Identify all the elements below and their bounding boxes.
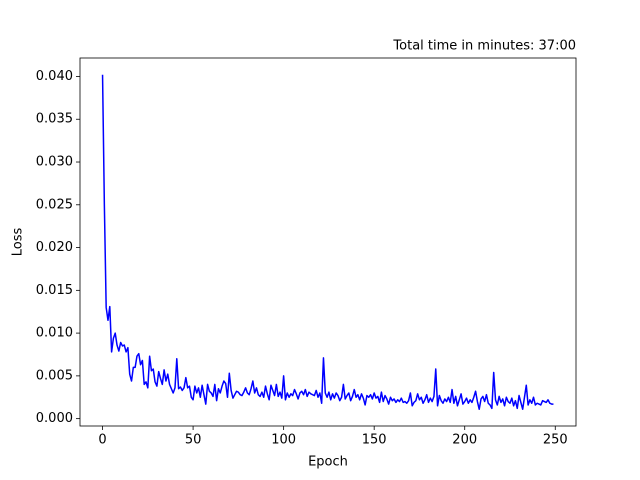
chart-title: Total time in minutes: 37:00 — [392, 39, 576, 54]
loss-line — [101, 74, 554, 410]
y-tick-label: 0.005 — [36, 368, 73, 383]
x-tick-label: 50 — [185, 433, 202, 448]
y-tick-label: 0.020 — [36, 240, 73, 255]
plot-frame — [79, 57, 577, 427]
y-tick-label: 0.010 — [36, 326, 73, 341]
y-tick-label: 0.000 — [36, 411, 73, 426]
x-tick-label: 150 — [362, 433, 387, 448]
y-tick-label: 0.030 — [36, 155, 73, 170]
y-axis-label: Loss — [11, 228, 26, 257]
y-tick-label: 0.025 — [36, 197, 73, 212]
x-tick-label: 100 — [271, 433, 296, 448]
y-tick-label: 0.015 — [36, 283, 73, 298]
x-tick-label: 200 — [452, 433, 477, 448]
x-axis-label: Epoch — [308, 455, 348, 470]
x-tick-label: 250 — [543, 433, 568, 448]
x-tick-label: 0 — [98, 433, 106, 448]
y-tick-label: 0.040 — [36, 69, 73, 84]
y-tick-label: 0.035 — [36, 112, 73, 127]
